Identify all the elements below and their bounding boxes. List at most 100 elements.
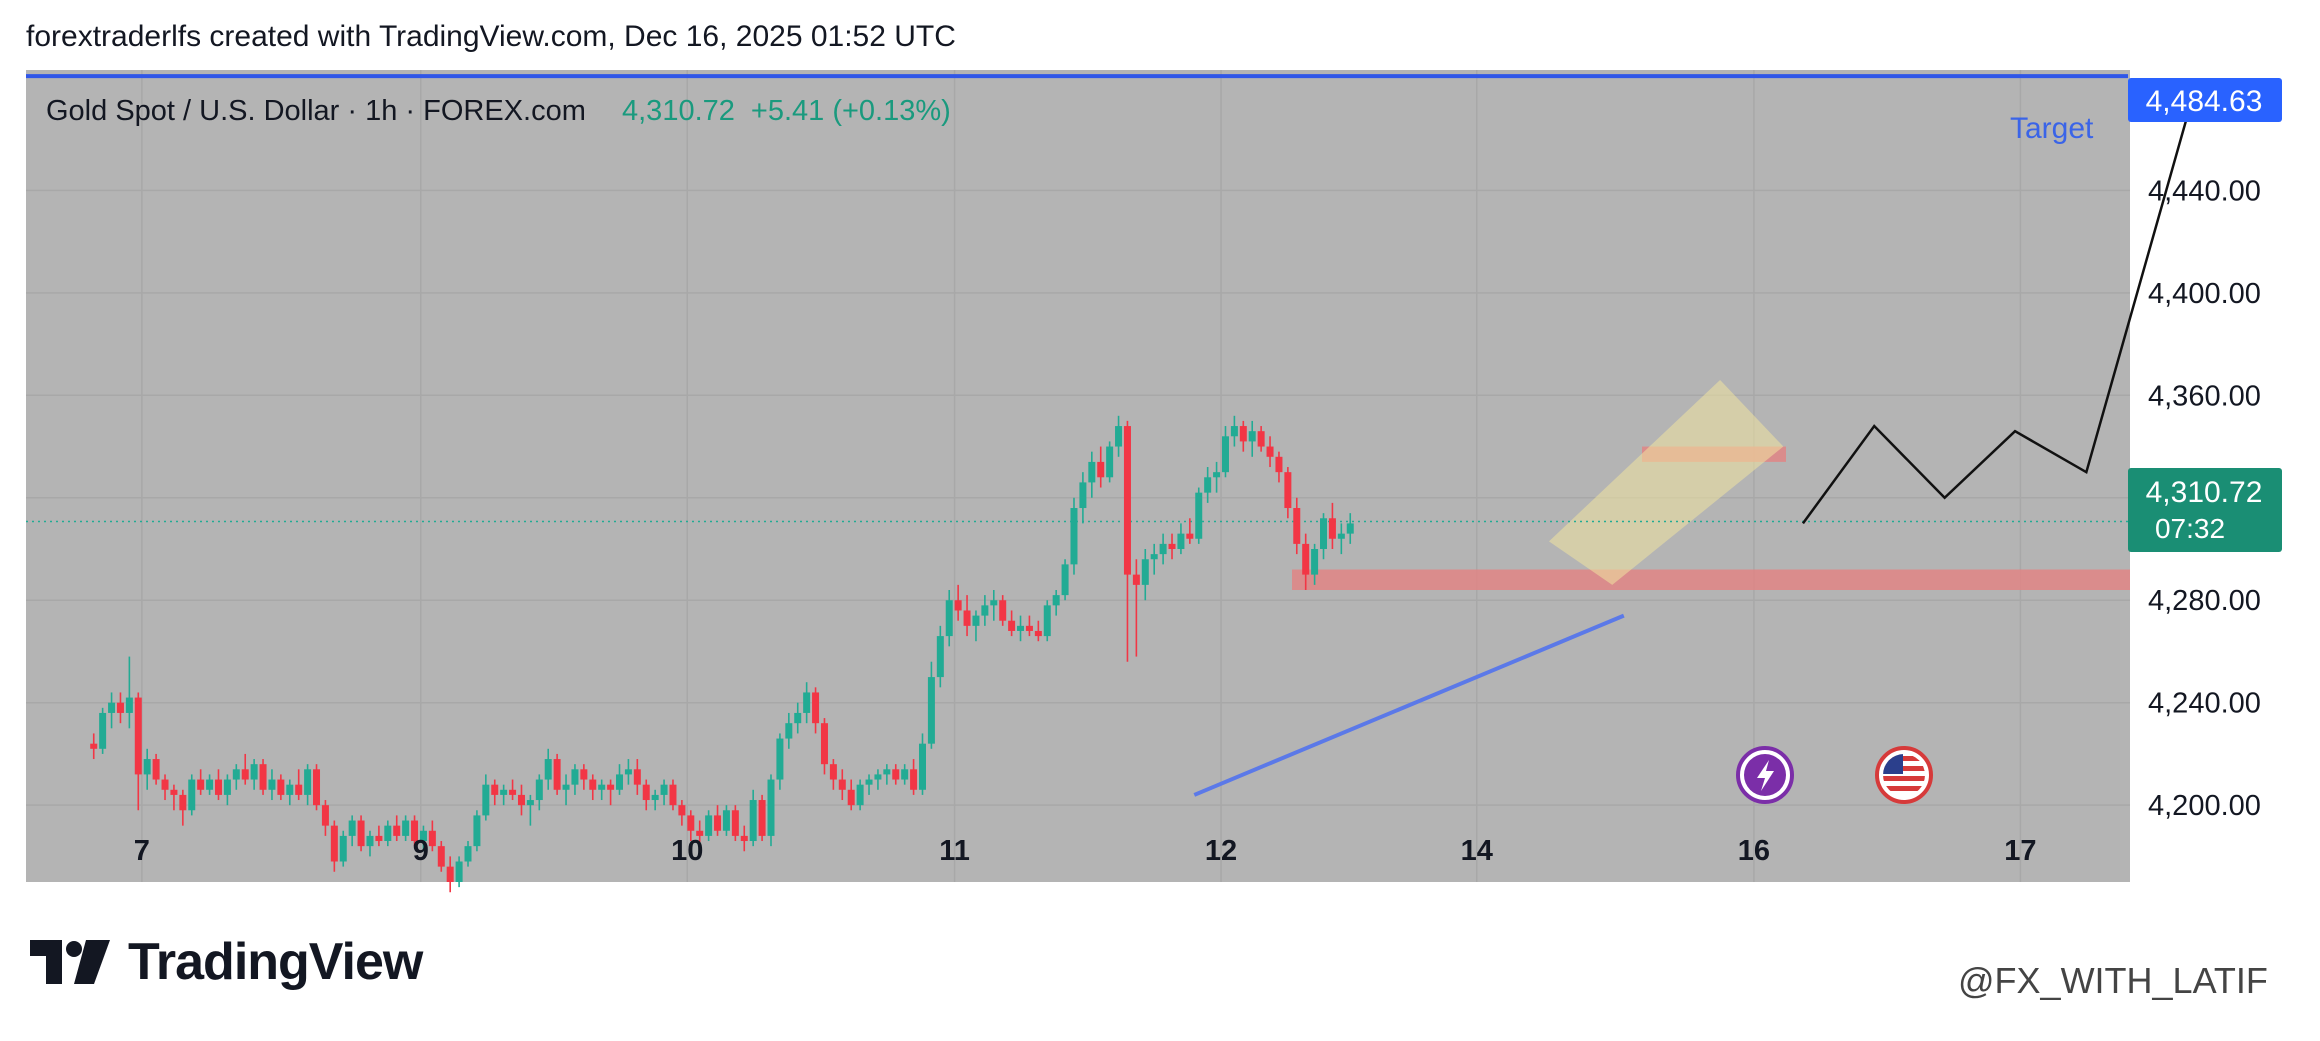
candle[interactable] xyxy=(232,764,240,790)
candle[interactable] xyxy=(803,682,811,724)
candle[interactable] xyxy=(901,764,909,785)
candle[interactable] xyxy=(589,774,597,801)
candle[interactable] xyxy=(1204,467,1212,503)
candle[interactable] xyxy=(1257,426,1265,452)
candle[interactable] xyxy=(482,774,490,821)
candle[interactable] xyxy=(277,774,285,801)
candle[interactable] xyxy=(304,764,312,806)
candle[interactable] xyxy=(286,779,294,806)
candle[interactable] xyxy=(411,815,419,847)
candle[interactable] xyxy=(981,595,989,626)
candle[interactable] xyxy=(108,692,116,729)
candle[interactable] xyxy=(214,769,222,801)
candle[interactable] xyxy=(740,825,748,852)
candle[interactable] xyxy=(455,856,463,888)
candle[interactable] xyxy=(999,595,1007,626)
candle[interactable] xyxy=(1311,543,1319,585)
candle[interactable] xyxy=(241,753,249,785)
candle[interactable] xyxy=(927,661,935,749)
candle[interactable] xyxy=(419,825,427,852)
candle[interactable] xyxy=(731,805,739,842)
candle[interactable] xyxy=(393,815,401,842)
candle[interactable] xyxy=(972,610,980,642)
candle[interactable] xyxy=(829,759,837,790)
candle[interactable] xyxy=(633,759,641,795)
candle[interactable] xyxy=(963,595,971,637)
drawings-layer[interactable] xyxy=(26,74,2236,797)
candle[interactable] xyxy=(99,707,107,754)
candle[interactable] xyxy=(598,779,606,801)
tradingview-logo[interactable]: TradingView xyxy=(30,932,423,992)
candle[interactable] xyxy=(437,841,445,872)
candle[interactable] xyxy=(1132,559,1140,657)
candle[interactable] xyxy=(892,764,900,785)
candle[interactable] xyxy=(954,584,962,621)
candle[interactable] xyxy=(348,815,356,847)
candle[interactable] xyxy=(624,759,632,785)
candle[interactable] xyxy=(1302,533,1310,590)
candle[interactable] xyxy=(330,820,338,872)
candle[interactable] xyxy=(794,702,802,734)
candle[interactable] xyxy=(1008,610,1016,637)
candle[interactable] xyxy=(1293,497,1301,555)
candle[interactable] xyxy=(357,815,365,852)
candle[interactable] xyxy=(125,656,133,729)
economic-event-lightning[interactable] xyxy=(1736,746,1794,804)
candle[interactable] xyxy=(678,800,686,826)
candle[interactable] xyxy=(1141,549,1149,601)
candle[interactable] xyxy=(838,769,846,801)
candle[interactable] xyxy=(705,810,713,842)
candle[interactable] xyxy=(152,753,160,785)
candle[interactable] xyxy=(749,789,757,847)
candle[interactable] xyxy=(1221,426,1229,478)
candle[interactable] xyxy=(473,810,481,852)
candle[interactable] xyxy=(910,759,918,795)
candle[interactable] xyxy=(722,805,730,836)
candle[interactable] xyxy=(116,692,124,724)
candle[interactable] xyxy=(1052,589,1060,616)
candle[interactable] xyxy=(571,764,579,795)
candle[interactable] xyxy=(856,779,864,811)
candle[interactable] xyxy=(1034,620,1042,642)
candle[interactable] xyxy=(758,794,766,842)
candle[interactable] xyxy=(1088,451,1096,498)
candle[interactable] xyxy=(776,733,784,790)
ascending-trendline[interactable] xyxy=(1193,613,1625,797)
candle[interactable] xyxy=(1150,543,1158,575)
candle[interactable] xyxy=(696,820,704,847)
candle[interactable] xyxy=(375,825,383,847)
candle[interactable] xyxy=(1186,518,1194,544)
candle[interactable] xyxy=(544,748,552,790)
candle[interactable] xyxy=(660,779,668,806)
candle[interactable] xyxy=(143,748,151,790)
candle[interactable] xyxy=(820,718,828,775)
candle[interactable] xyxy=(785,712,793,749)
candle[interactable] xyxy=(847,779,855,811)
candle[interactable] xyxy=(1284,467,1292,519)
candle[interactable] xyxy=(918,733,926,795)
candle[interactable] xyxy=(936,625,944,688)
candle[interactable] xyxy=(535,774,543,811)
projected-path[interactable] xyxy=(1801,97,2194,525)
candle[interactable] xyxy=(517,784,525,816)
candle[interactable] xyxy=(562,774,570,806)
candle[interactable] xyxy=(990,589,998,621)
candle[interactable] xyxy=(161,774,169,801)
candle[interactable] xyxy=(1123,420,1131,662)
candle[interactable] xyxy=(1070,497,1078,575)
candle[interactable] xyxy=(767,774,775,847)
candle[interactable] xyxy=(1248,420,1256,457)
candle[interactable] xyxy=(428,820,436,852)
candle[interactable] xyxy=(384,820,392,847)
candle[interactable] xyxy=(1097,446,1105,488)
candle[interactable] xyxy=(170,784,178,811)
candle[interactable] xyxy=(1213,461,1221,493)
candle[interactable] xyxy=(687,810,695,842)
candle[interactable] xyxy=(1177,523,1185,555)
candle[interactable] xyxy=(339,830,347,867)
candle[interactable] xyxy=(509,779,517,801)
candle[interactable] xyxy=(1079,472,1087,524)
candle[interactable] xyxy=(616,764,624,795)
candle[interactable] xyxy=(580,764,588,790)
